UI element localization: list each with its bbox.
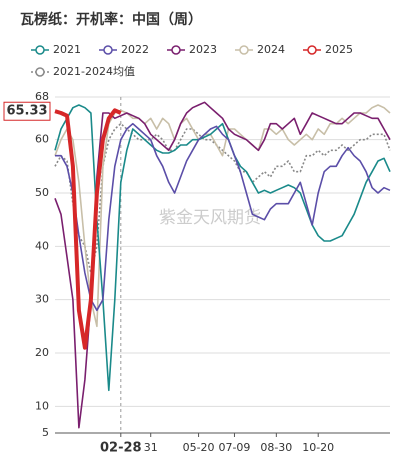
legend-marker bbox=[307, 45, 317, 55]
y-tick-label: 5 bbox=[42, 426, 49, 439]
legend-marker bbox=[35, 45, 45, 55]
legend-label: 2023 bbox=[189, 43, 217, 56]
y-tick-label: 50 bbox=[35, 186, 49, 199]
y-tick-label: 60 bbox=[35, 133, 49, 146]
watermark: 紫金天风期货 bbox=[159, 208, 261, 228]
series-line bbox=[54, 104, 391, 392]
x-tick-label: 10-20 bbox=[302, 441, 334, 454]
legend-marker bbox=[35, 67, 45, 77]
legend-label: 2024 bbox=[257, 43, 285, 56]
value-pointer-box bbox=[3, 101, 51, 121]
legend-label: 2025 bbox=[325, 43, 353, 56]
legend-marker bbox=[103, 45, 113, 55]
legend-label: 2021 bbox=[53, 43, 81, 56]
y-tick-label: 10 bbox=[35, 399, 49, 412]
x-tick-label: 08-30 bbox=[260, 441, 292, 454]
legend-label: 2021-2024均值 bbox=[53, 65, 135, 78]
y-tick-label: 30 bbox=[35, 293, 49, 306]
chart-title: 瓦楞纸：开机率：中国（周） bbox=[20, 11, 202, 28]
series-line bbox=[54, 104, 391, 328]
series-line bbox=[54, 108, 122, 350]
y-tick-label: 20 bbox=[35, 346, 49, 359]
x-tick-label: 02-28 bbox=[100, 441, 142, 456]
series-line bbox=[54, 122, 391, 274]
value-pointer-label: 65.33 bbox=[6, 104, 47, 119]
x-tick-label: 31 bbox=[144, 441, 158, 454]
x-tick-label: 05-20 bbox=[183, 441, 215, 454]
series-line bbox=[55, 122, 391, 312]
legend-label: 2022 bbox=[121, 43, 149, 56]
legend-marker bbox=[239, 45, 249, 55]
y-tick-label: 68 bbox=[35, 90, 49, 103]
x-tick-label: 07-09 bbox=[218, 441, 250, 454]
y-tick-label: 40 bbox=[35, 239, 49, 252]
legend-marker bbox=[171, 45, 181, 55]
